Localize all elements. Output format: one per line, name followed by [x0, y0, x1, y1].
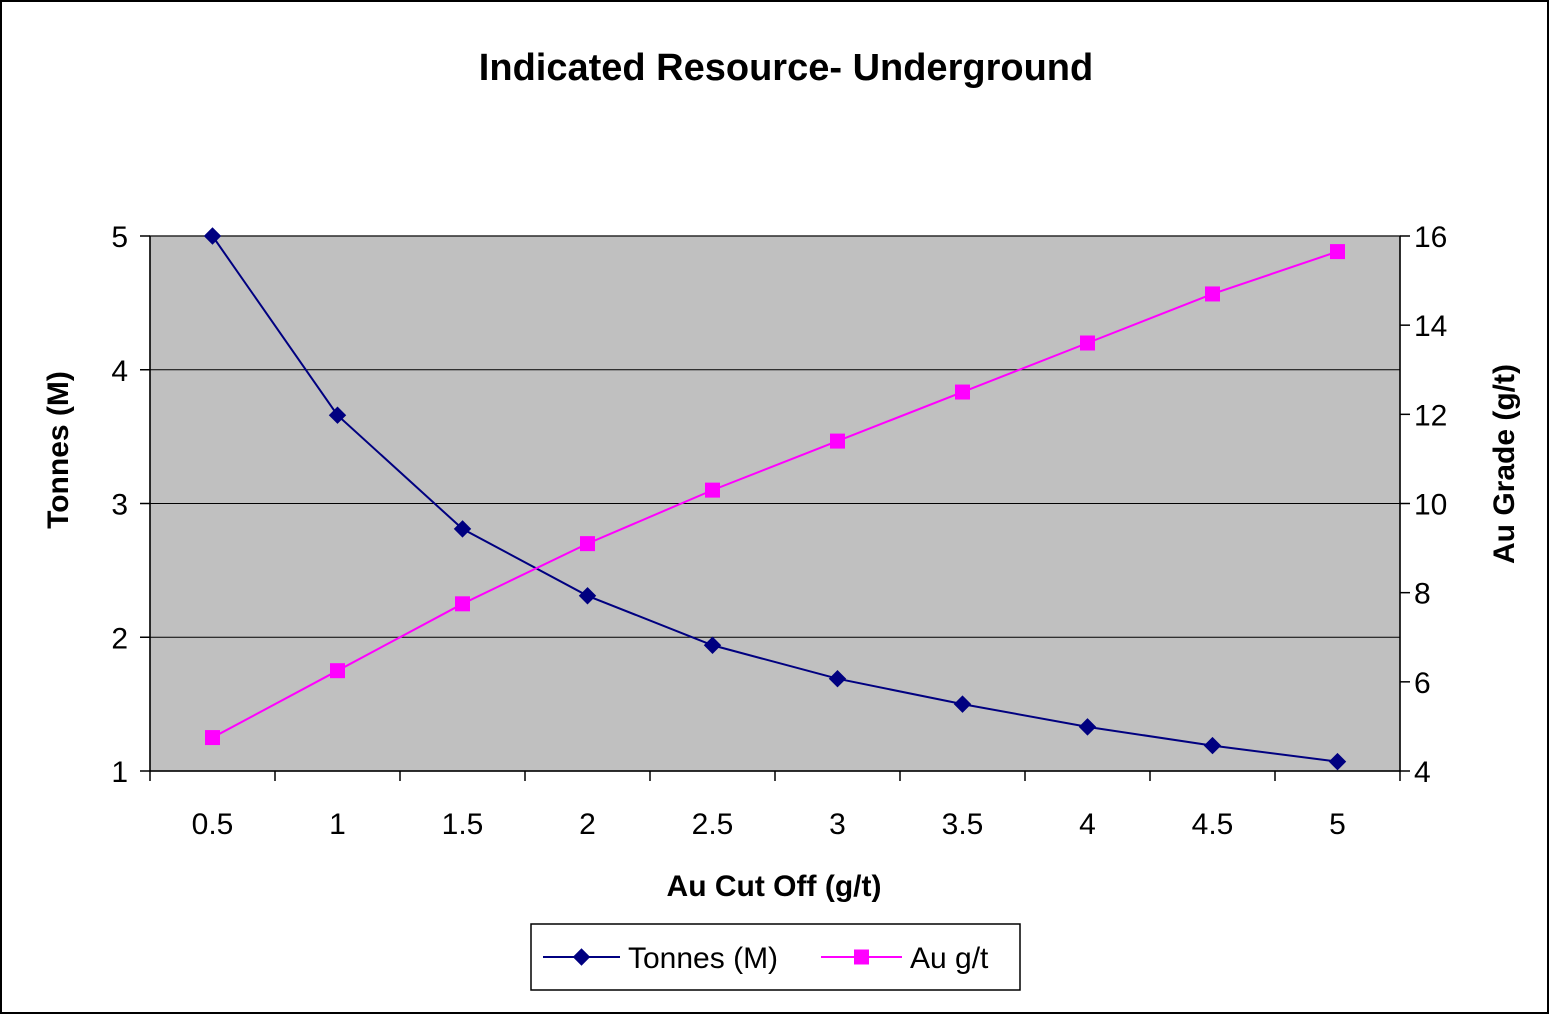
y-tick-label: 1: [111, 756, 128, 789]
y2-tick-label: 16: [1414, 221, 1447, 254]
data-point: [203, 227, 222, 245]
y2-tick-label: 6: [1414, 667, 1431, 700]
x-tick-label: 2: [579, 808, 596, 841]
data-point: [828, 670, 847, 688]
data-point: [453, 520, 472, 538]
x-tick-label: 1.5: [442, 808, 484, 841]
series-2: [205, 244, 1345, 746]
data-point: [955, 384, 970, 400]
x-tick-label: 5: [1329, 808, 1346, 841]
y-tick-label: 3: [111, 489, 128, 522]
data-point: [578, 587, 597, 605]
legend: Tonnes (M) Au g/t: [530, 923, 1021, 991]
data-point: [455, 596, 470, 612]
data-point: [580, 536, 595, 552]
y-axis-title: Tonnes (M): [42, 371, 75, 529]
series-1: [203, 227, 1347, 771]
data-point: [1203, 736, 1222, 755]
legend-marker: [572, 948, 591, 966]
x-tick-label: 1: [329, 808, 346, 841]
data-point: [330, 663, 345, 679]
data-point: [953, 695, 972, 713]
legend-item: Tonnes (M): [543, 942, 778, 975]
legend-item: Au g/t: [821, 942, 989, 975]
y-tick-label: 2: [111, 622, 128, 655]
y-tick-label: 4: [111, 355, 128, 388]
data-point: [1328, 752, 1347, 771]
y2-tick-label: 10: [1414, 489, 1447, 522]
y2-tick-label: 12: [1414, 399, 1447, 432]
data-point: [703, 636, 722, 654]
x-tick-label: 3.5: [942, 808, 984, 841]
y2-tick-label: 8: [1414, 578, 1431, 611]
y2-axis-title: Au Grade (g/t): [1488, 364, 1521, 564]
data-point: [1078, 718, 1097, 736]
series-line: [212, 250, 1338, 739]
data-point: [705, 482, 720, 498]
series-layer: [203, 227, 1347, 771]
data-point: [205, 730, 220, 746]
data-point: [1330, 244, 1345, 260]
y2-axis-ticks: 4 6 8 10 12 14 16: [1400, 221, 1447, 789]
data-point: [328, 406, 347, 424]
x-axis-ticks: 0.5 1 1.5 2 2.5 3 3.5 4 4.5 5: [149, 771, 1401, 841]
legend-marker: [854, 949, 869, 965]
x-tick-label: 4: [1079, 808, 1096, 841]
data-point: [1205, 286, 1220, 302]
y2-tick-label: 14: [1414, 310, 1447, 343]
data-point: [830, 433, 845, 449]
x-tick-label: 3: [829, 808, 846, 841]
legend-label: Tonnes (M): [628, 942, 778, 975]
y-axis-ticks: 1 2 3 4 5: [111, 221, 150, 789]
x-tick-label: 4.5: [1192, 808, 1234, 841]
y2-tick-label: 4: [1414, 756, 1431, 789]
data-point: [1080, 335, 1095, 351]
x-axis-title: Au Cut Off (g/t): [667, 870, 882, 903]
y-tick-label: 5: [111, 221, 128, 254]
chart-title: Indicated Resource- Underground: [479, 47, 1093, 89]
x-tick-label: 0.5: [192, 808, 234, 841]
legend-label: Au g/t: [910, 942, 989, 975]
gridlines: [150, 235, 1400, 638]
series-line: [211, 235, 1338, 763]
x-tick-label: 2.5: [692, 808, 734, 841]
